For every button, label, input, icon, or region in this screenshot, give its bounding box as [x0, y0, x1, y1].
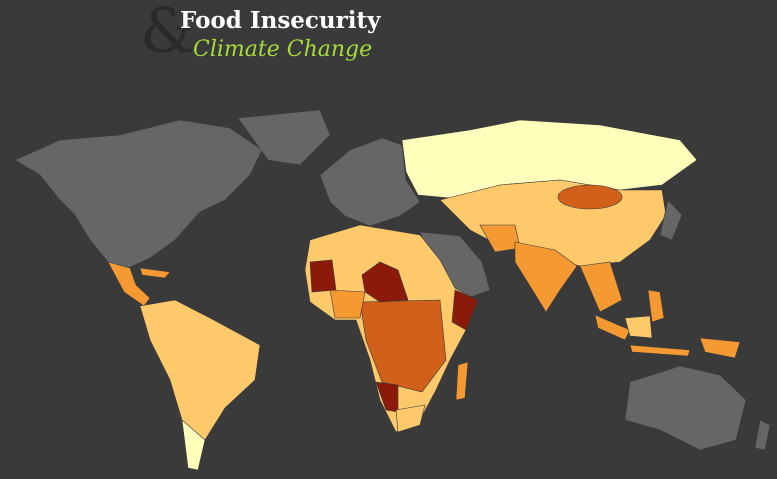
australia	[624, 365, 747, 451]
russia	[401, 119, 698, 199]
mongolia	[557, 184, 623, 210]
borneo	[624, 315, 653, 339]
south-africa	[395, 404, 426, 433]
greenland	[237, 109, 331, 166]
title: Food Insecurity	[180, 7, 381, 34]
north-america	[14, 119, 263, 269]
chad-niger	[361, 261, 409, 303]
west-africa	[329, 289, 366, 319]
madagascar	[455, 361, 469, 401]
southeast-asia	[579, 261, 623, 313]
philippines	[647, 289, 665, 323]
sumatra	[594, 314, 631, 341]
mauritania	[309, 259, 337, 293]
subtitle: Climate Change	[193, 37, 372, 62]
central-africa	[359, 299, 447, 393]
new-zealand	[754, 419, 771, 451]
somalia	[451, 289, 479, 331]
southern-cone	[181, 419, 206, 471]
world-map	[14, 109, 771, 471]
caribbean	[139, 267, 171, 279]
europe	[319, 137, 421, 227]
central-america	[107, 261, 151, 307]
logo-symbol: &	[140, 0, 195, 67]
java	[629, 344, 691, 357]
india	[514, 241, 578, 313]
japan	[659, 199, 683, 241]
new-guinea	[699, 337, 741, 359]
